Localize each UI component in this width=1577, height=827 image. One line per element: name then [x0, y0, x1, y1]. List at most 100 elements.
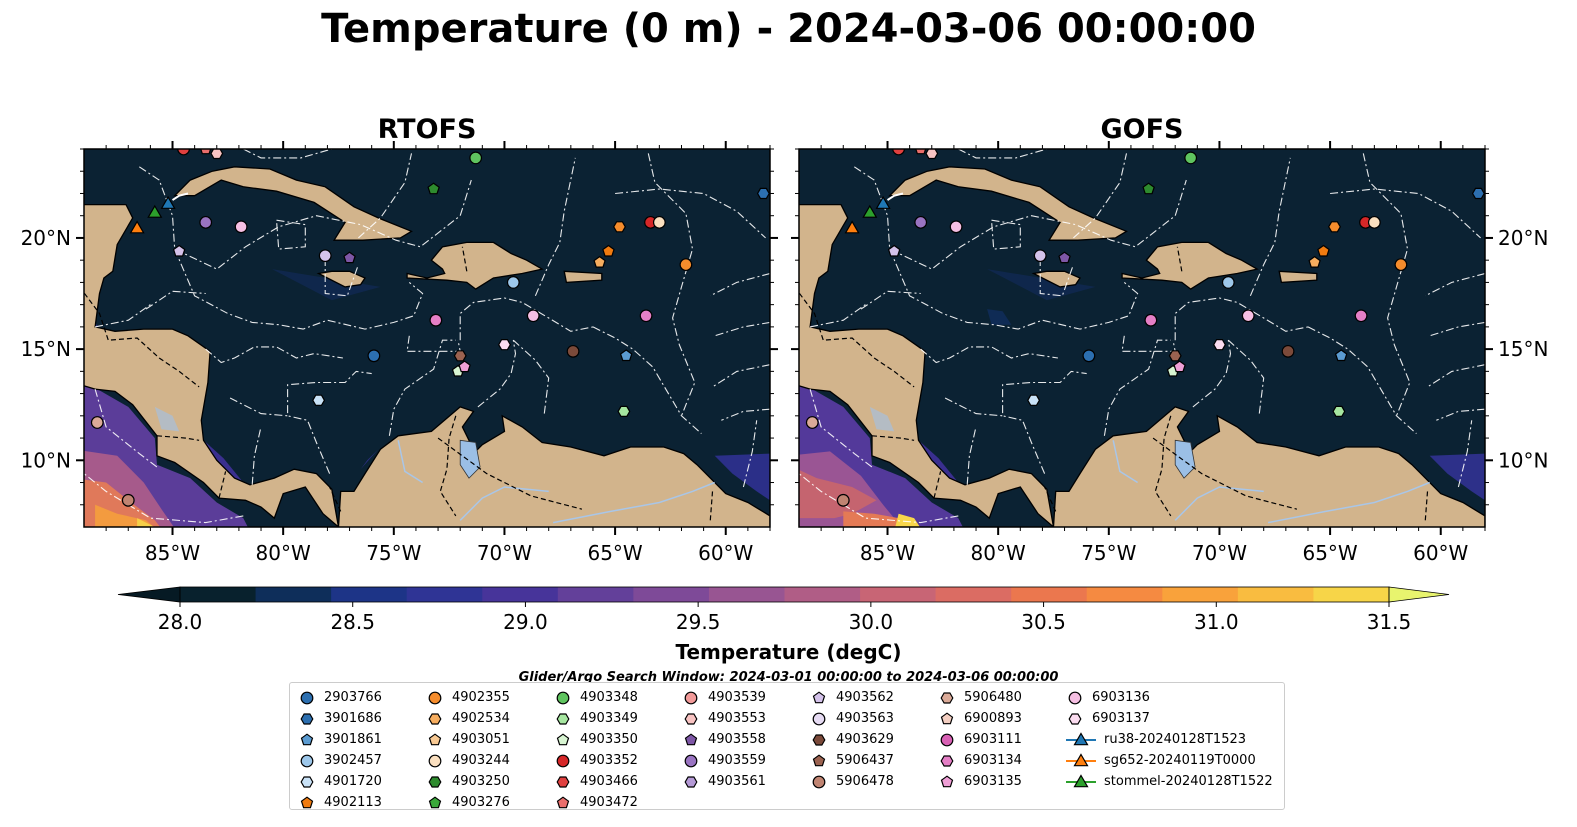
argo-float-marker	[343, 251, 356, 264]
legend-entry: 4903349	[552, 708, 638, 729]
colorbar-extend-high	[1388, 586, 1450, 603]
legend-circle-icon	[684, 691, 698, 704]
river	[397, 440, 423, 484]
legend-label: 4903244	[452, 753, 510, 768]
legend-hexagon-icon	[1068, 712, 1082, 725]
eez-boundary	[1002, 415, 1046, 474]
legend-label: 4903051	[452, 732, 510, 747]
legend-triangle-icon	[1066, 752, 1096, 766]
argo-float-marker	[617, 405, 631, 417]
y-tick-label: 10°N	[1498, 448, 1548, 472]
argo-float-marker	[1328, 221, 1341, 233]
legend-circle-icon	[556, 691, 570, 704]
glider-marker	[160, 195, 176, 209]
legend-marker	[1068, 712, 1082, 725]
colorbar-segment	[557, 587, 634, 602]
legend-marker	[684, 691, 698, 704]
legend: 2903766 3901686 3901861 3902457 4901720 49021…	[289, 682, 1285, 810]
legend-label: 6903137	[1092, 711, 1150, 726]
river	[552, 481, 715, 524]
argo-float-marker	[1308, 255, 1321, 268]
colorbar-segment	[860, 587, 937, 602]
legend-circle-icon	[684, 754, 698, 767]
legend-entry: 4902113	[296, 792, 382, 813]
eez-boundary	[710, 272, 770, 297]
eez-boundary	[275, 219, 306, 250]
legend-label: 4903559	[708, 753, 766, 768]
legend-hexagon-icon	[300, 712, 314, 725]
legend-hexagon-icon	[300, 775, 314, 788]
eez-boundary	[205, 346, 343, 364]
eez-boundary	[860, 290, 921, 310]
argo-float-marker	[1354, 309, 1368, 323]
colorbar-segment	[935, 587, 1012, 602]
legend-column: 4902355 4902534 4903051 4903244 4903250 49032…	[424, 687, 510, 813]
colorbar-frame	[179, 586, 1390, 603]
river	[1174, 486, 1264, 521]
eez-boundary	[1121, 335, 1176, 352]
legend-entry: 4901720	[296, 771, 382, 792]
legend-label: 3901861	[324, 732, 382, 747]
colorbar-tick-label: 30.5	[1021, 610, 1066, 634]
legend-label: 4903350	[580, 732, 638, 747]
eez-boundary	[1073, 153, 1128, 239]
legend-pentagon-icon	[428, 795, 442, 808]
legend-marker	[428, 732, 442, 745]
legend-hexagon-icon	[684, 712, 698, 725]
x-tick-label: 75°W	[1081, 541, 1136, 565]
eez-boundary	[1227, 339, 1265, 414]
argo-float-marker	[172, 244, 186, 257]
legend-entry: 3901861	[296, 729, 382, 750]
legend-label: 6900893	[964, 711, 1022, 726]
argo-float-marker	[1058, 251, 1071, 264]
eez-boundary	[94, 304, 151, 328]
legend-marker	[1073, 731, 1089, 745]
colorbar-segment	[633, 587, 710, 602]
argo-float-marker	[1394, 258, 1408, 272]
gofs-panel-title: GOFS	[1100, 114, 1184, 145]
landmass	[799, 203, 1055, 527]
glider-marker	[875, 195, 891, 209]
glider-track	[886, 192, 904, 201]
colorbar-tick-label: 30.0	[849, 610, 894, 634]
legend-marker	[1073, 752, 1089, 766]
sst-patch	[137, 518, 155, 527]
argo-float-marker	[836, 493, 850, 507]
legend-label: 4903348	[580, 690, 638, 705]
legend-marker	[684, 775, 698, 788]
argo-float-marker	[199, 215, 213, 229]
legend-label: 4903466	[580, 774, 638, 789]
argo-float-marker	[506, 276, 520, 289]
legend-marker	[684, 732, 698, 745]
x-tick-label: 60°W	[698, 541, 753, 565]
legend-marker	[556, 754, 570, 767]
legend-marker	[812, 733, 826, 746]
argo-float-marker	[1168, 350, 1182, 362]
eez-boundary	[1427, 364, 1485, 388]
colorbar-segment	[180, 587, 257, 602]
colorbar-segment	[406, 587, 483, 602]
argo-float-marker	[1471, 187, 1485, 200]
legend-label: 5906437	[836, 753, 894, 768]
legend-entry: 3902457	[296, 750, 382, 771]
colorbar-segment	[1313, 587, 1390, 602]
legend-circle-icon	[556, 754, 570, 767]
eez-boundary	[1039, 258, 1074, 297]
sst-patch	[360, 449, 379, 470]
legend-circle-icon	[300, 691, 314, 704]
eez-boundary	[990, 219, 1021, 250]
glider-track	[171, 192, 189, 201]
landmass	[888, 166, 1128, 241]
eez-boundary	[809, 304, 866, 328]
legend-column: 4903539 4903553 4903558 4903559 4903561	[680, 687, 766, 792]
sst-patch	[895, 513, 920, 527]
argo-float-marker	[1173, 360, 1186, 373]
argo-float-marker	[427, 182, 440, 195]
legend-label: 4903472	[580, 795, 638, 810]
country-border	[709, 491, 714, 521]
argo-float-marker	[200, 149, 212, 155]
argo-float-marker	[1367, 215, 1381, 229]
legend-marker	[556, 691, 570, 704]
legend-label: sg652-20240119T0000	[1104, 753, 1256, 768]
